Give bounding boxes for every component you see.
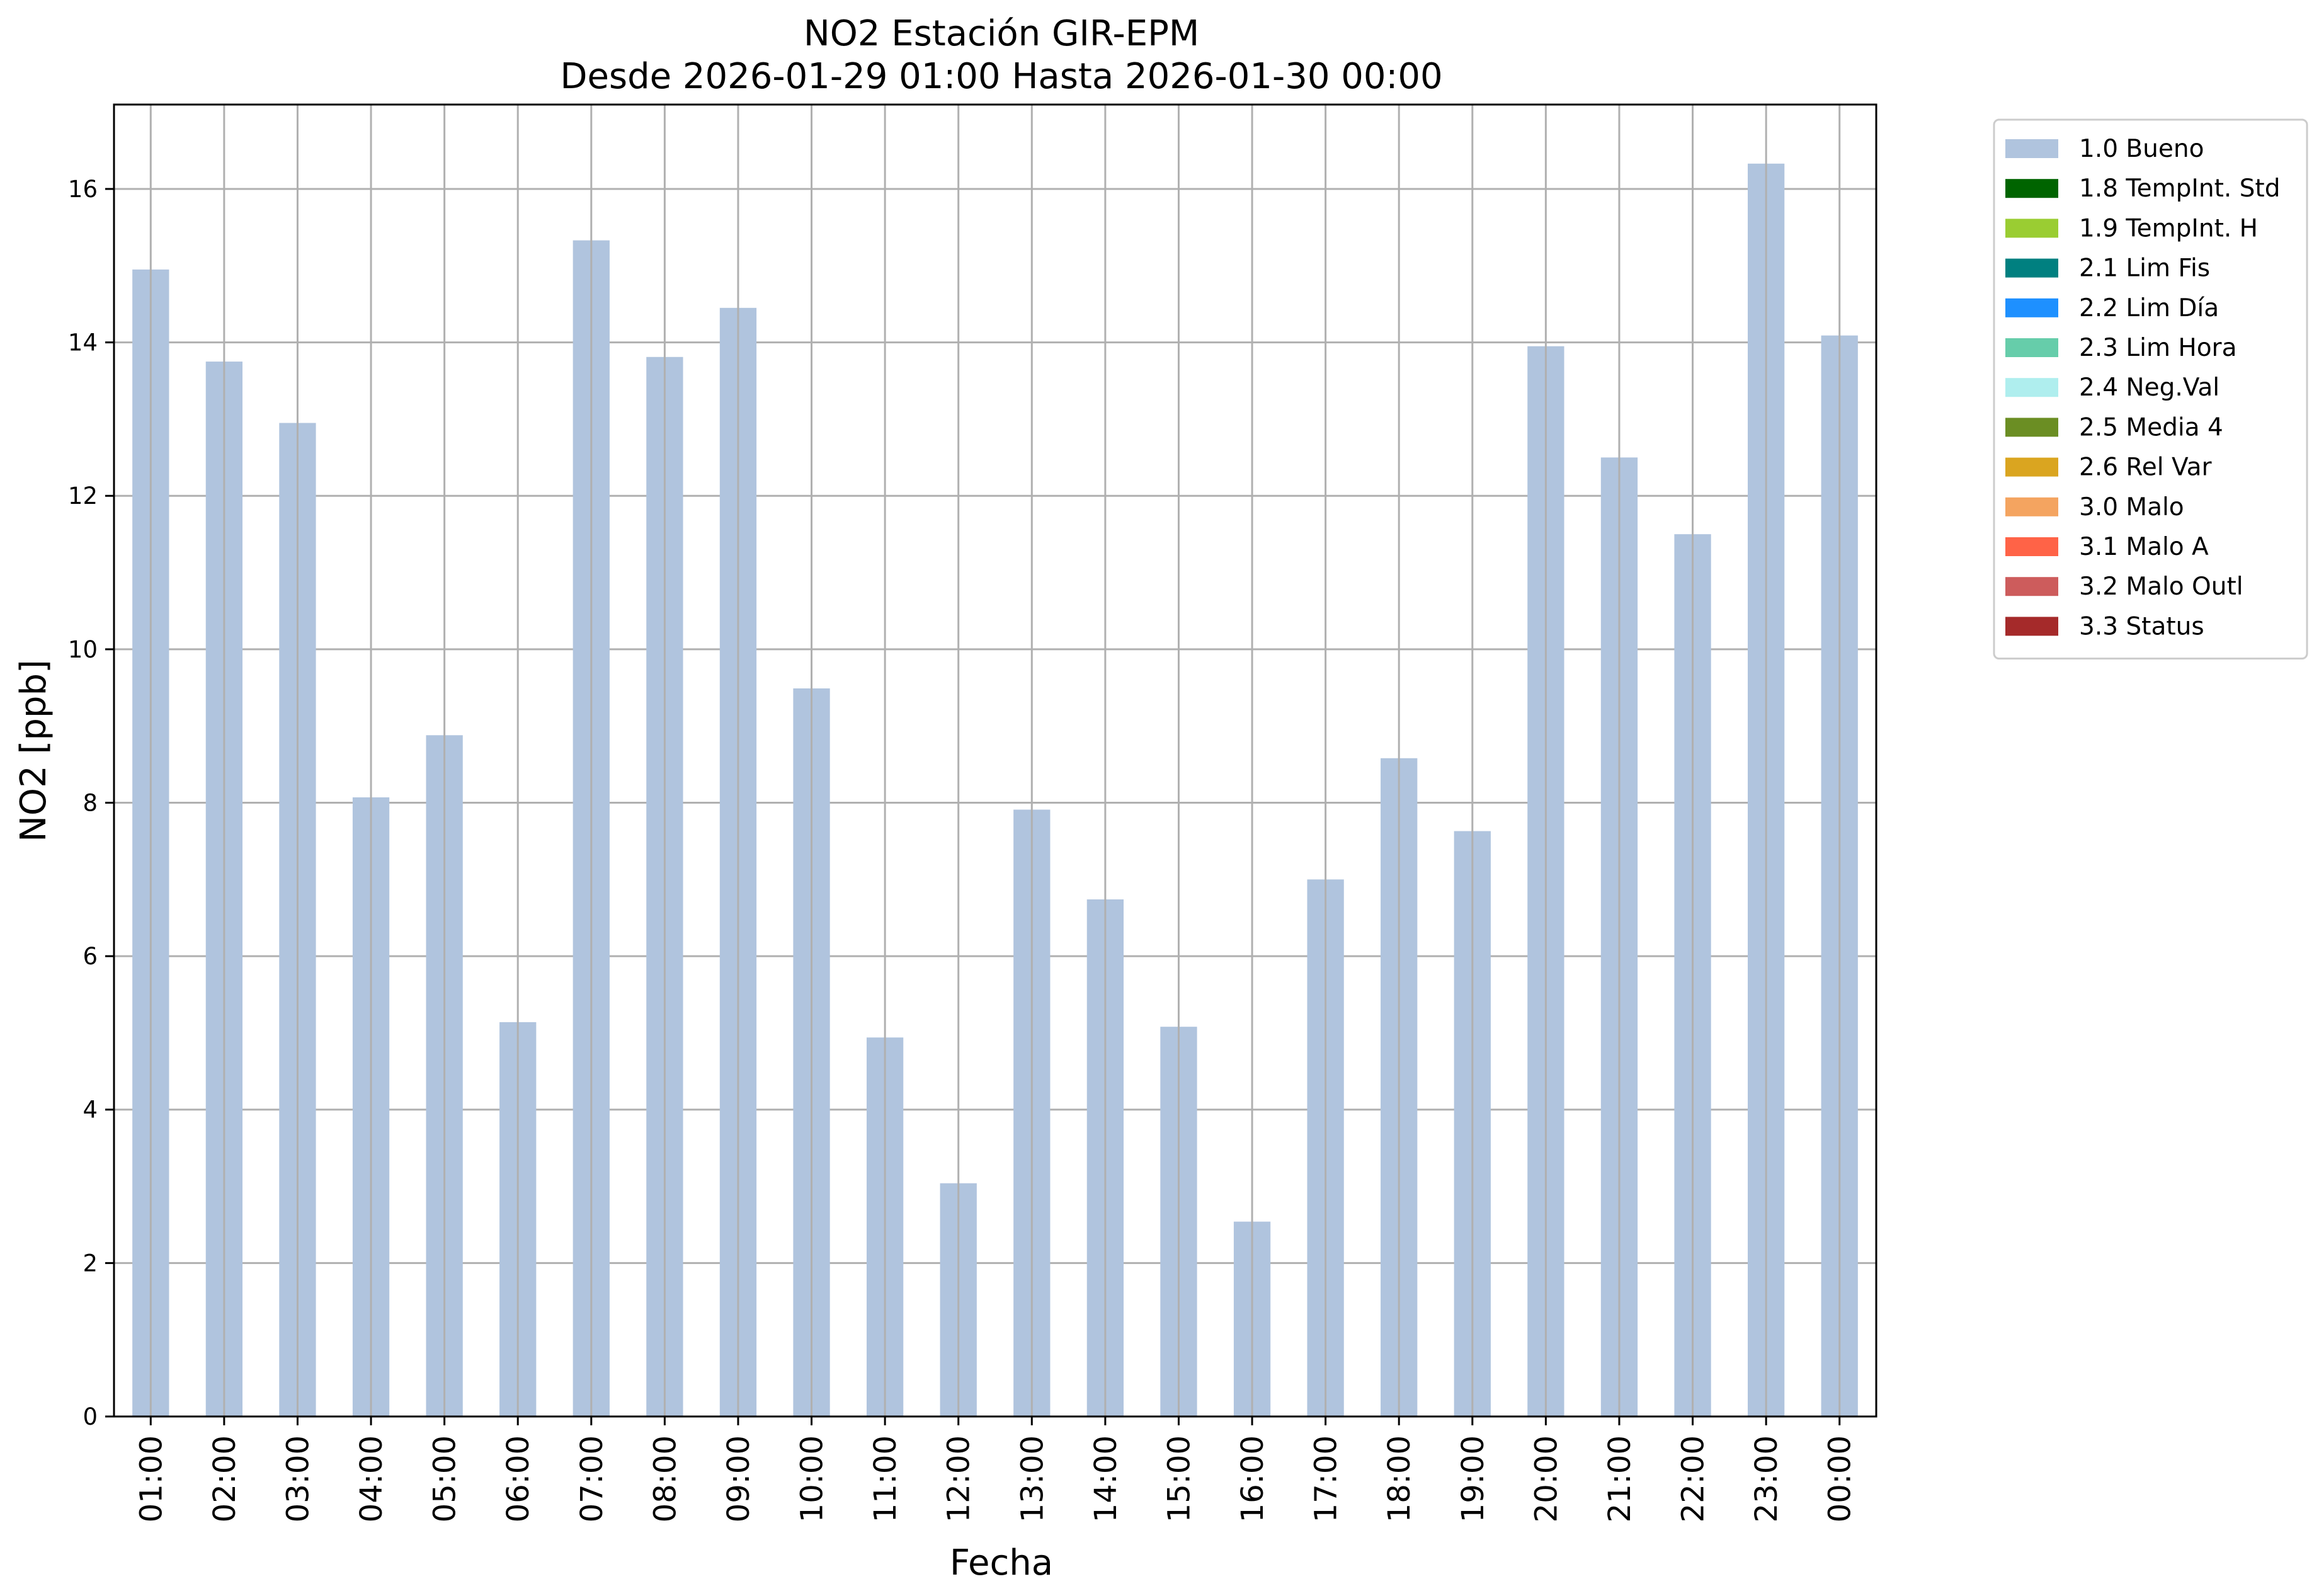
x-tick-label: 10:00 [795,1435,830,1522]
legend-label: 2.6 Rel Var [2079,453,2213,482]
y-tick-label: 8 [83,789,98,816]
x-tick-label: 13:00 [1015,1435,1050,1522]
chart-title: NO2 Estación GIR-EPM [804,13,1199,54]
legend-label: 3.3 Status [2079,612,2204,641]
legend-swatch [2005,258,2058,278]
x-tick-label: 12:00 [942,1435,977,1522]
legend-label: 2.2 Lim Día [2079,294,2219,322]
x-tick-label: 05:00 [428,1435,463,1522]
x-tick-label: 02:00 [207,1435,242,1522]
legend-label: 2.1 Lim Fis [2079,254,2210,283]
legend: 1.0 Bueno 1.8 TempInt. Std 1.9 TempInt. H 2… [1993,118,2308,660]
legend-label: 2.5 Media 4 [2079,413,2223,442]
y-tick-label: 4 [83,1097,98,1124]
legend-label: 1.8 TempInt. Std [2079,174,2280,203]
legend-swatch [2005,219,2058,238]
legend-label: 3.0 Malo [2079,493,2184,522]
x-tick-label: 00:00 [1823,1435,1858,1522]
y-axis-label: NO2 [ppb] [13,659,54,842]
legend-swatch [2005,338,2058,357]
x-tick-label: 09:00 [721,1435,756,1522]
legend-label: 2.4 Neg.Val [2079,373,2219,402]
legend-swatch [2005,577,2058,596]
x-tick-label: 18:00 [1382,1435,1417,1522]
x-tick-label: 03:00 [280,1435,316,1522]
y-tick-label: 0 [83,1403,98,1430]
legend-label: 1.9 TempInt. H [2079,214,2258,242]
x-tick-label: 22:00 [1676,1435,1711,1522]
legend-frame [1993,118,2308,660]
bars-layer [132,163,1858,1417]
legend-swatch [2005,497,2058,516]
x-tick-label: 08:00 [647,1435,683,1522]
y-tick-label: 12 [68,482,98,510]
x-tick-label: 14:00 [1088,1435,1124,1522]
x-tick-label: 16:00 [1235,1435,1270,1522]
legend-swatch [2005,457,2058,477]
legend-swatch [2005,179,2058,198]
vgrid-layer [149,105,1841,1416]
legend-label: 1.0 Bueno [2079,135,2204,163]
legend-swatch [2005,139,2058,158]
legend-swatch [2005,617,2058,636]
x-tick-label: 06:00 [501,1435,536,1522]
legend-label: 3.2 Malo Outl [2079,573,2243,601]
grid-layer [114,188,1876,1418]
plot-frame [113,103,1877,1418]
y-tick-label: 10 [68,636,98,663]
ticks-layer: 0 2 4 6 8 10 12 14 16 01:00 02:00 03:00 04:00 05:00 06… [68,176,1858,1522]
chart-subtitle: Desde 2026-01-29 01:00 Hasta 2026-01-30 … [560,56,1442,97]
x-axis-label: Fecha [950,1542,1053,1583]
legend-swatch [2005,537,2058,556]
x-tick-label: 19:00 [1456,1435,1491,1522]
x-tick-label: 11:00 [868,1435,903,1522]
legend-swatch [2005,418,2058,437]
x-tick-label: 20:00 [1529,1435,1564,1522]
legend-label: 3.1 Malo A [2079,533,2209,561]
x-tick-label: 07:00 [574,1435,610,1522]
legend-swatch [2005,298,2058,317]
x-tick-label: 21:00 [1602,1435,1638,1522]
y-tick-label: 16 [68,176,98,203]
x-tick-label: 17:00 [1309,1435,1344,1522]
y-tick-label: 6 [83,943,98,970]
y-tick-label: 14 [68,329,98,356]
x-tick-label: 23:00 [1749,1435,1784,1522]
x-tick-label: 04:00 [354,1435,389,1522]
x-tick-label: 01:00 [134,1435,169,1522]
x-tick-label: 15:00 [1161,1435,1197,1522]
y-tick-label: 2 [83,1250,98,1277]
legend-swatch [2005,378,2058,397]
legend-label: 2.3 Lim Hora [2079,334,2237,362]
